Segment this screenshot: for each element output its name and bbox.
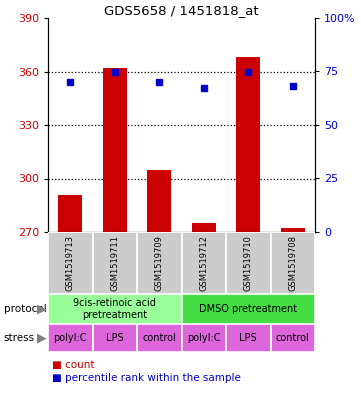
Text: stress: stress — [4, 333, 35, 343]
Bar — [137, 232, 182, 294]
Text: protocol: protocol — [4, 304, 46, 314]
Bar — [192, 223, 216, 232]
Text: GSM1519712: GSM1519712 — [199, 235, 208, 291]
Bar — [182, 294, 315, 324]
Text: GSM1519708: GSM1519708 — [288, 235, 297, 291]
Text: GSM1519711: GSM1519711 — [110, 235, 119, 291]
Text: 9cis-retinoic acid
pretreatment: 9cis-retinoic acid pretreatment — [73, 298, 156, 320]
Bar — [280, 228, 305, 232]
Bar — [226, 232, 270, 294]
Bar — [182, 232, 226, 294]
Text: DMSO pretreatment: DMSO pretreatment — [199, 304, 297, 314]
Text: GSM1519710: GSM1519710 — [244, 235, 253, 291]
Bar — [270, 232, 315, 294]
Text: GSM1519713: GSM1519713 — [66, 235, 75, 291]
Text: polyI:C: polyI:C — [187, 333, 221, 343]
Bar — [236, 57, 261, 232]
Text: polyI:C: polyI:C — [53, 333, 87, 343]
Bar — [270, 324, 315, 352]
Text: ▶: ▶ — [37, 303, 46, 316]
Text: GSM1519709: GSM1519709 — [155, 235, 164, 291]
Text: ■ count: ■ count — [52, 360, 95, 370]
Bar — [48, 324, 92, 352]
Bar — [48, 232, 92, 294]
Bar — [137, 324, 182, 352]
Bar — [103, 68, 127, 232]
Bar — [182, 324, 226, 352]
Title: GDS5658 / 1451818_at: GDS5658 / 1451818_at — [104, 4, 259, 17]
Text: control: control — [142, 333, 176, 343]
Text: LPS: LPS — [239, 333, 257, 343]
Bar — [92, 324, 137, 352]
Bar — [147, 170, 171, 232]
Bar — [48, 294, 182, 324]
Text: control: control — [276, 333, 310, 343]
Text: ▶: ▶ — [37, 332, 46, 345]
Bar — [92, 232, 137, 294]
Bar — [226, 324, 270, 352]
Text: ■ percentile rank within the sample: ■ percentile rank within the sample — [52, 373, 241, 383]
Bar — [58, 195, 82, 232]
Text: LPS: LPS — [106, 333, 123, 343]
